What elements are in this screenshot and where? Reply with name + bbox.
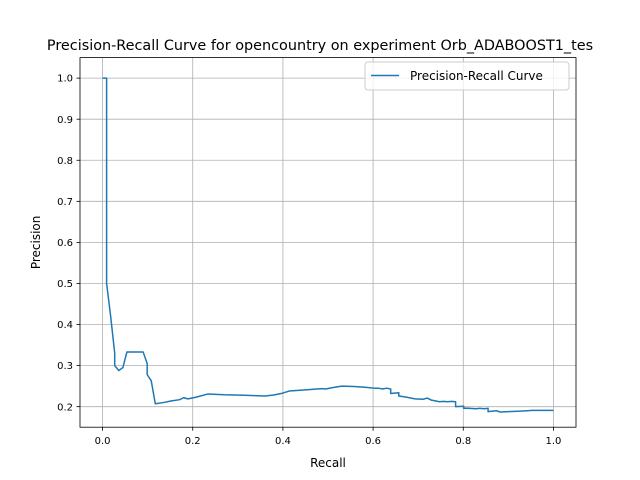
y-tick-label: 0.9 <box>57 115 73 126</box>
chart-title: Precision-Recall Curve for opencountry o… <box>47 38 593 54</box>
legend-box <box>364 61 570 91</box>
legend-label: Precision-Recall Curve <box>410 69 543 83</box>
series-layer <box>102 77 554 413</box>
y-axis-label: Precision <box>29 216 43 270</box>
y-tick-label: 0.8 <box>57 156 73 167</box>
x-tick-label: 0.4 <box>275 436 291 447</box>
y-tick-label: 0.4 <box>57 320 73 331</box>
y-tick-label: 1.0 <box>57 74 73 85</box>
y-tick-label: 0.7 <box>57 197 73 208</box>
y-tick-label: 0.6 <box>57 238 73 249</box>
x-tick-label: 0.0 <box>95 436 111 447</box>
y-tick-label: 0.5 <box>57 279 73 290</box>
y-tick-label: 0.2 <box>57 402 73 413</box>
x-tick-label: 0.2 <box>185 436 201 447</box>
x-axis: 0.0 0.2 0.4 0.6 0.8 1.0 <box>95 427 562 447</box>
grid <box>80 57 576 428</box>
y-axis: 0.2 0.3 0.4 0.5 0.6 0.7 0.8 0.9 1.0 <box>57 74 80 413</box>
x-axis-label: Recall <box>310 456 346 470</box>
legend: Precision-Recall Curve <box>364 61 570 91</box>
series-line <box>102 77 554 413</box>
y-tick-label: 0.3 <box>57 361 73 372</box>
x-tick-label: 0.6 <box>365 436 381 447</box>
x-tick-label: 1.0 <box>546 436 562 447</box>
x-tick-label: 0.8 <box>455 436 471 447</box>
